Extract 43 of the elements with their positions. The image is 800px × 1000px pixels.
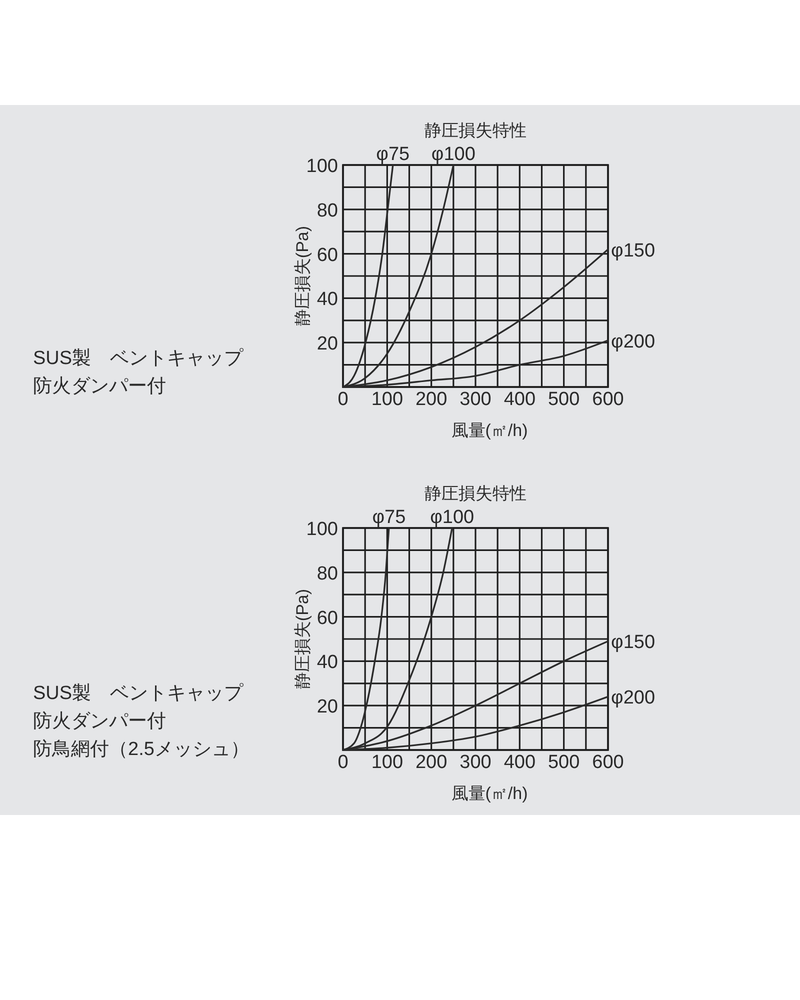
x-tick-label: 100 bbox=[371, 752, 404, 773]
x-tick-label: 200 bbox=[415, 389, 448, 410]
x-tick-label: 500 bbox=[548, 752, 580, 773]
text: 防鳥網付（2.5メッシュ） bbox=[33, 739, 250, 760]
x-tick-label: 600 bbox=[592, 389, 624, 410]
x-axis-title: 風量(㎡/h) bbox=[451, 784, 528, 803]
x-tick-label: 300 bbox=[460, 389, 492, 410]
text: 防火ダンパー付 bbox=[33, 711, 166, 732]
x-tick-label: 400 bbox=[504, 389, 536, 410]
y-axis-title: 静圧損失(Pa) bbox=[293, 226, 312, 326]
series-label: φ200 bbox=[611, 331, 656, 352]
x-tick-label: 200 bbox=[415, 752, 448, 773]
y-axis-title: 静圧損失(Pa) bbox=[293, 588, 312, 690]
text: SUS製 ベントキャップ bbox=[33, 683, 244, 704]
chart-title: 静圧損失特性 bbox=[424, 121, 526, 140]
series-label: φ75 bbox=[372, 507, 406, 528]
x-tick-label: 0 bbox=[338, 389, 348, 410]
x-tick-label: 500 bbox=[548, 389, 580, 410]
y-tick-label: 100 bbox=[306, 519, 338, 540]
y-tick-label: 40 bbox=[316, 289, 338, 310]
y-tick-label: 40 bbox=[316, 652, 338, 674]
y-tick-label: 20 bbox=[316, 696, 338, 718]
y-tick-label: 80 bbox=[316, 563, 338, 584]
x-tick-label: 100 bbox=[371, 389, 404, 410]
y-tick-label: 60 bbox=[316, 608, 338, 629]
y-tick-label: 20 bbox=[316, 334, 338, 355]
x-axis-title: 風量(㎡/h) bbox=[451, 421, 528, 440]
chart-title: 静圧損失特性 bbox=[424, 484, 526, 503]
series-label: φ150 bbox=[611, 240, 656, 262]
x-tick-label: 600 bbox=[592, 752, 624, 773]
x-tick-label: 0 bbox=[338, 752, 348, 773]
series-label: φ150 bbox=[611, 632, 656, 654]
y-tick-label: 60 bbox=[316, 244, 338, 266]
series-label: φ100 bbox=[431, 144, 476, 165]
text: 防火ダンパー付 bbox=[33, 376, 166, 397]
text: SUS製 ベントキャップ bbox=[33, 348, 244, 369]
series-label: φ75 bbox=[376, 144, 410, 165]
x-tick-label: 300 bbox=[460, 752, 492, 773]
x-tick-label: 400 bbox=[504, 752, 536, 773]
series-label: φ100 bbox=[430, 507, 474, 528]
y-tick-label: 80 bbox=[316, 200, 338, 222]
series-label: φ200 bbox=[611, 688, 656, 709]
y-tick-label: 100 bbox=[306, 156, 338, 177]
